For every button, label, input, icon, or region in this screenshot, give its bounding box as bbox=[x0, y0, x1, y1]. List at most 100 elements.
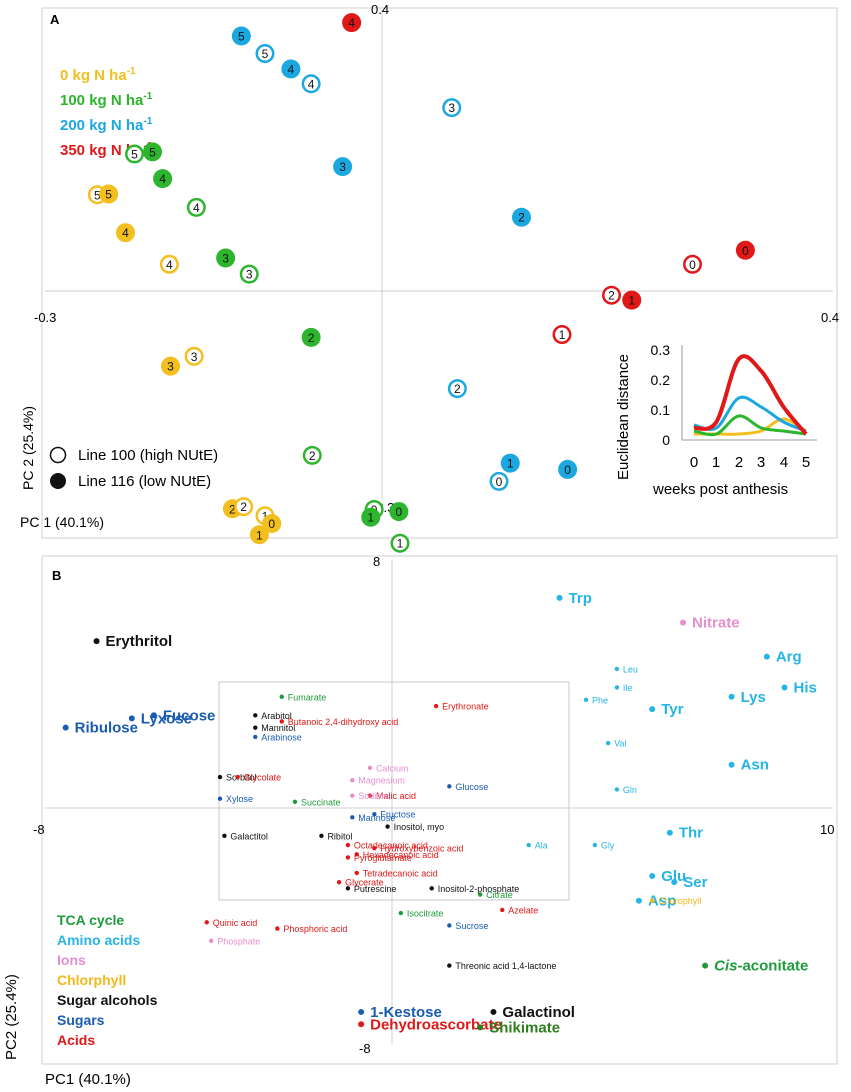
metabolite-mannitol: Mannitol bbox=[253, 723, 295, 733]
metabolite-azelate: Azelate bbox=[500, 905, 538, 915]
metabolite-dot bbox=[398, 910, 404, 916]
panel-b-zoom-box bbox=[218, 681, 570, 901]
point-core bbox=[189, 200, 204, 215]
point-disc bbox=[116, 223, 135, 243]
metabolite-label: Quinic acid bbox=[213, 918, 258, 928]
pca-point-0n-line116-week5: 5 bbox=[99, 184, 119, 204]
inset-series-line-n100 bbox=[693, 414, 807, 437]
pca-point-0n-line100-week4: 4 bbox=[159, 254, 179, 274]
metabolite-label: Hexadecanoic acid bbox=[363, 850, 439, 860]
metabolite-label: Ribulose bbox=[75, 720, 138, 737]
metabolite-label: Arabinose bbox=[261, 732, 302, 742]
point-label: 1 bbox=[559, 328, 566, 342]
point-label: 3 bbox=[191, 350, 198, 364]
point-disc bbox=[231, 26, 251, 46]
point-disc bbox=[342, 13, 362, 33]
inset-x-label: weeks post anthesis bbox=[652, 481, 788, 498]
point-label: 0 bbox=[689, 258, 696, 272]
metabolite-dot bbox=[345, 886, 351, 891]
metabolite-dot bbox=[319, 833, 324, 839]
metabolite-erythronate: Erythronate bbox=[433, 702, 489, 712]
metabolite-tetradecanoic-acid: Tetradecanoic acid bbox=[354, 868, 438, 878]
point-core bbox=[604, 288, 619, 303]
metabolite-arabinose: Arabinose bbox=[253, 732, 302, 742]
metabolite-gln: Gln bbox=[614, 785, 637, 795]
metabolite-label: Mannitol bbox=[261, 723, 295, 733]
metabolite-label: Succinate bbox=[301, 797, 341, 807]
pca-point-200n-line100-week2: 2 bbox=[447, 379, 467, 399]
pca-point-0n-line116-week1: 1 bbox=[249, 525, 269, 545]
metabolite-label: Galactitol bbox=[230, 831, 268, 841]
inset-y-tick-0: 0 bbox=[662, 432, 670, 448]
metabolite-ala: Ala bbox=[526, 841, 548, 851]
metabolite-label: Gly bbox=[601, 841, 615, 851]
metabolite-dot bbox=[253, 734, 258, 740]
metabolite-label: Ser bbox=[683, 874, 707, 891]
pca-point-200n-line100-week4: 4 bbox=[301, 74, 321, 94]
metabolite-leu: Leu bbox=[614, 664, 638, 674]
metabolite-label: Glu bbox=[661, 868, 686, 885]
metabolite-dot bbox=[614, 787, 620, 792]
point-core bbox=[444, 100, 459, 115]
point-disc bbox=[161, 356, 180, 376]
point-label: 1 bbox=[628, 294, 635, 308]
metabolite-label: Asp bbox=[648, 893, 676, 910]
legend-tca-cycle: TCA cycle bbox=[57, 912, 124, 928]
point-core bbox=[127, 147, 142, 162]
metabolite-trp: Trp bbox=[556, 590, 592, 607]
metabolite-dot bbox=[253, 713, 258, 718]
metabolite-label: Ala bbox=[535, 841, 548, 851]
metabolite-shikimate: Shikimate bbox=[477, 1019, 560, 1036]
inset-x-tick-0: 0 bbox=[690, 454, 698, 471]
metabolite-ribulose: Ribulose bbox=[62, 720, 138, 737]
pca-point-200n-line100-week5: 5 bbox=[255, 44, 275, 64]
panel-a-n-legend: 0 kg N ha-1 100 kg N ha-1 200 kg N ha-1 … bbox=[60, 66, 153, 159]
panel-b: B 8 -8 -8 10 PC1 (40.1%) PC2 (25.4%) TCA… bbox=[3, 554, 838, 1088]
metabolite-dot bbox=[728, 693, 735, 700]
legend-open-circle-icon bbox=[49, 446, 67, 464]
metabolite-dot bbox=[292, 799, 298, 805]
point-label: 0 bbox=[396, 505, 403, 519]
legend-line-100: Line 100 (high NUtE) bbox=[78, 447, 218, 464]
pca-point-100n-line116-week1: 1 bbox=[361, 507, 381, 527]
metabolite-arabitol: Arabitol bbox=[253, 711, 292, 721]
metabolite-dot bbox=[635, 897, 642, 904]
metabolite-dot bbox=[490, 1008, 497, 1015]
metabolite-his: His bbox=[781, 679, 817, 696]
panel-a-x-min: -0.3 bbox=[34, 310, 56, 325]
metabolite-thr: Thr bbox=[666, 825, 703, 842]
metabolite-label: Fructose bbox=[380, 810, 415, 820]
metabolite-label: Magnesium bbox=[358, 776, 405, 786]
metabolite-hydroxybenzoic-acid: Hydroxybenzoic acid bbox=[372, 844, 463, 854]
legend-n200: 200 kg N ha-1 bbox=[60, 116, 153, 134]
point-label: 4 bbox=[122, 226, 129, 240]
metabolite-dot bbox=[279, 719, 284, 724]
metabolite-threonic-acid-1-4-lactone: Threonic acid 1,4-lactone bbox=[447, 961, 556, 971]
metabolite-dot bbox=[222, 833, 227, 839]
point-label: 5 bbox=[149, 145, 156, 159]
point-core bbox=[685, 257, 700, 272]
pca-point-0n-line100-week2: 2 bbox=[234, 497, 254, 517]
metabolite-quinic-acid: Quinic acid bbox=[204, 918, 258, 928]
point-label: 5 bbox=[238, 29, 245, 43]
pca-point-100n-line116-week5: 5 bbox=[143, 142, 162, 162]
point-label: 1 bbox=[256, 528, 263, 542]
panel-b-legend: TCA cycle Amino acids Ions Chlorphyll Su… bbox=[57, 912, 158, 1048]
pca-point-200n-line116-week2: 2 bbox=[512, 207, 531, 227]
point-label: 2 bbox=[608, 289, 615, 303]
point-disc bbox=[735, 240, 755, 260]
panel-b-y-min: -8 bbox=[359, 1041, 371, 1056]
metabolite-dot bbox=[666, 829, 673, 836]
metabolite-tyr: Tyr bbox=[649, 701, 684, 718]
metabolite-phosphate: Phosphate bbox=[208, 936, 260, 946]
metabolite-val: Val bbox=[605, 739, 626, 749]
point-core bbox=[162, 257, 177, 272]
metabolite-butanoic-2-4-dihydroxy-acid: Butanoic 2,4-dihydroxy acid bbox=[279, 717, 398, 727]
metabolite-label: Asn bbox=[741, 757, 769, 774]
pca-point-0n-line116-week0: 0 bbox=[262, 514, 282, 534]
legend-sugar-alcohols: Sugar alcohols bbox=[57, 992, 158, 1008]
inset-chart: 0.3 0.2 0.1 0 0 1 2 3 4 5 weeks post ant… bbox=[615, 342, 817, 498]
metabolite-dehydroascorbate: Dehydroascorbate bbox=[358, 1016, 502, 1033]
metabolite-dot bbox=[583, 697, 589, 703]
